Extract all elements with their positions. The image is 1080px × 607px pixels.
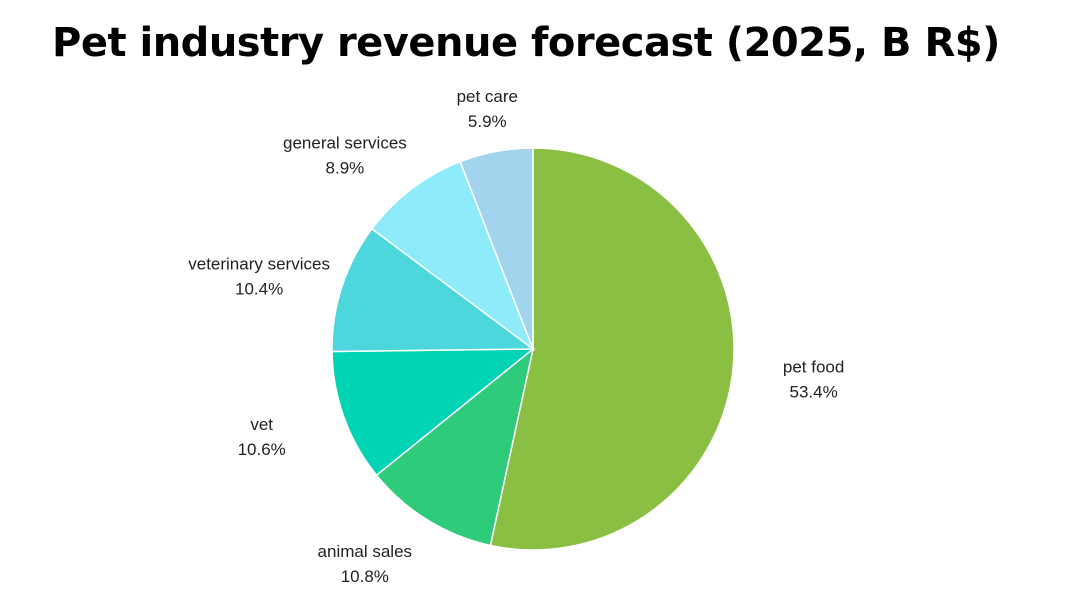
slice-value-pet-food: 53.4% [789, 382, 837, 401]
chart-title: Pet industry revenue forecast (2025, B R… [52, 20, 1000, 66]
slice-value-vet: 10.6% [238, 440, 286, 459]
slice-label-pet-care: pet care [457, 87, 518, 106]
pie-slices [331, 147, 735, 551]
slice-value-veterinary-services: 10.4% [235, 279, 283, 298]
slice-label-veterinary-services: veterinary services [188, 254, 330, 273]
pie-slice-animal-sales [375, 347, 535, 547]
slice-value-animal-sales: 10.8% [341, 567, 389, 586]
pie-slice-veterinary-services [331, 227, 536, 353]
slice-label-animal-sales: animal sales [318, 542, 413, 561]
pie-slice-general-services [370, 160, 535, 352]
pie-labels: pet food 53.4% animal sales 10.8% vet 10.6% ve… [188, 87, 844, 586]
pie-slice-vet [331, 348, 536, 477]
slice-value-pet-care: 5.9% [468, 112, 507, 131]
slice-value-general-services: 8.9% [326, 159, 365, 178]
slice-label-general-services: general services [283, 134, 407, 153]
pie-slice-pet-care [459, 147, 534, 350]
slice-label-vet: vet [250, 415, 273, 434]
slice-label-pet-food: pet food [783, 357, 844, 376]
pie-slice-pet-food [489, 147, 735, 551]
